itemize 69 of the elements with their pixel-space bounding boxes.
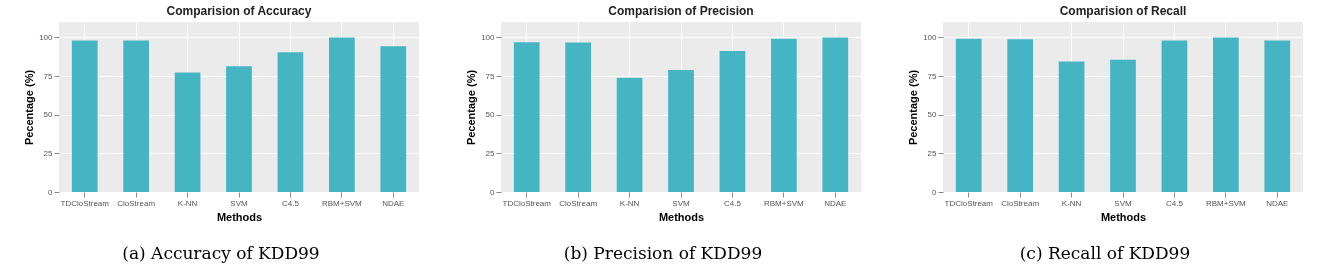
y-axis-title: Pecentage (%) bbox=[465, 69, 478, 146]
bar bbox=[513, 42, 540, 192]
x-tick-label: TDCloStream bbox=[944, 198, 994, 208]
x-tick-label: K-NN bbox=[1061, 198, 1082, 208]
y-axis-title: Pecentage (%) bbox=[23, 69, 36, 146]
x-tick-label: NDAE bbox=[382, 198, 405, 208]
y-tick-label: 100 bbox=[39, 32, 54, 42]
x-tick-label: CloStream bbox=[1001, 198, 1040, 208]
bar bbox=[955, 38, 982, 192]
y-tick-label: 0 bbox=[48, 187, 54, 197]
x-tick-label: SVM bbox=[230, 198, 248, 208]
bar bbox=[1213, 37, 1239, 192]
bar bbox=[174, 72, 201, 192]
bar bbox=[822, 37, 849, 192]
chart-title: Comparision of Accuracy bbox=[166, 4, 312, 18]
y-axis-title: Pecentage (%) bbox=[907, 69, 920, 146]
chart-title: Comparision of Precision bbox=[608, 4, 754, 18]
x-tick-label: RBM+SVM bbox=[1205, 198, 1247, 208]
bar bbox=[616, 77, 643, 192]
y-tick-label: 50 bbox=[43, 110, 54, 120]
y-tick-label: 100 bbox=[923, 32, 938, 42]
bar bbox=[1058, 61, 1085, 192]
bar bbox=[226, 66, 252, 192]
text: (b) Precision of KDD99 bbox=[563, 243, 763, 263]
y-tick-label: 75 bbox=[485, 71, 496, 81]
text: (c) Recall of KDD99 bbox=[1019, 243, 1191, 263]
x-tick-label: NDAE bbox=[1266, 198, 1289, 208]
x-tick-label: K-NN bbox=[177, 198, 198, 208]
y-tick-label: 75 bbox=[43, 71, 54, 81]
bar bbox=[719, 51, 746, 192]
x-tick-label: RBM+SVM bbox=[763, 198, 805, 208]
y-tick-label: 100 bbox=[481, 32, 496, 42]
y-tick-label: 25 bbox=[927, 148, 938, 158]
bar bbox=[771, 38, 797, 192]
y-tick-label: 0 bbox=[932, 187, 938, 197]
bar bbox=[1007, 39, 1033, 192]
x-tick-label: CloStream bbox=[559, 198, 598, 208]
y-tick-label: 25 bbox=[43, 148, 54, 158]
x-tick-label: SVM bbox=[672, 198, 690, 208]
x-tick-label: TDCloStream bbox=[60, 198, 110, 208]
x-tick-label: NDAE bbox=[824, 198, 847, 208]
bar bbox=[380, 46, 407, 192]
bar bbox=[123, 40, 149, 192]
bar bbox=[565, 42, 591, 192]
x-tick-label: C4.5 bbox=[281, 198, 300, 208]
y-tick-label: 0 bbox=[490, 187, 496, 197]
bar bbox=[277, 52, 304, 192]
x-axis-title: Methods bbox=[658, 210, 705, 223]
bar bbox=[1110, 59, 1136, 192]
y-tick-label: 25 bbox=[485, 148, 496, 158]
x-tick-label: C4.5 bbox=[723, 198, 742, 208]
x-axis-title: Methods bbox=[216, 210, 263, 223]
x-axis-title: Methods bbox=[1100, 210, 1147, 223]
bar bbox=[1264, 40, 1291, 192]
x-tick-label: TDCloStream bbox=[502, 198, 552, 208]
x-tick-label: C4.5 bbox=[1165, 198, 1184, 208]
bar bbox=[329, 37, 355, 192]
x-tick-label: RBM+SVM bbox=[321, 198, 363, 208]
x-tick-label: CloStream bbox=[117, 198, 156, 208]
text: (a) Accuracy of KDD99 bbox=[122, 243, 320, 263]
bar bbox=[71, 40, 98, 192]
y-tick-label: 50 bbox=[485, 110, 496, 120]
chart-title: Comparision of Recall bbox=[1059, 4, 1187, 18]
bar bbox=[1161, 40, 1188, 192]
bar bbox=[668, 70, 694, 192]
y-tick-label: 50 bbox=[927, 110, 938, 120]
y-tick-label: 75 bbox=[927, 71, 938, 81]
x-tick-label: K-NN bbox=[619, 198, 640, 208]
x-tick-label: SVM bbox=[1114, 198, 1132, 208]
